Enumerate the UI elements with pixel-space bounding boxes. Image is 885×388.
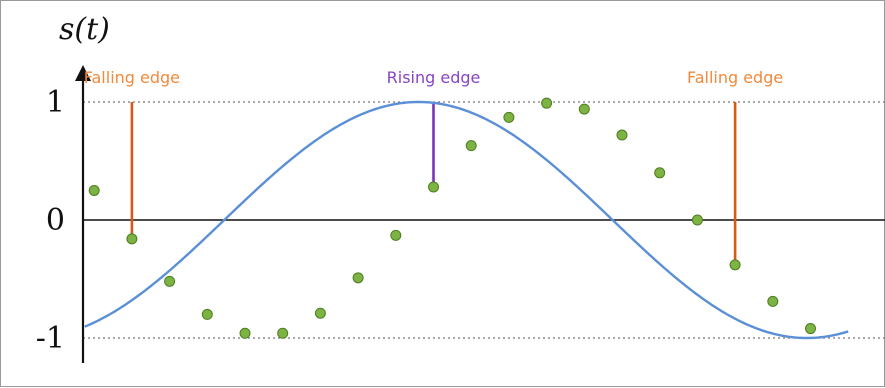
sample-point	[352, 272, 364, 284]
sample-point	[390, 229, 402, 241]
sample-point	[277, 327, 289, 339]
sample-point	[541, 97, 553, 109]
sample-point	[126, 233, 138, 245]
y-tick-label: 1	[46, 85, 65, 120]
sample-point	[729, 259, 741, 271]
y-tick-label: 0	[46, 203, 65, 238]
annotation-label: Falling edge	[84, 68, 180, 87]
y-axis-label: s(t)	[59, 12, 110, 47]
sample-point	[691, 214, 703, 226]
sample-point	[201, 308, 213, 320]
sample-point	[428, 181, 439, 193]
annotation-label: Rising edge	[387, 68, 481, 87]
sample-point	[314, 307, 326, 319]
sample-point	[465, 140, 477, 152]
annotation-label: Falling edge	[687, 68, 783, 87]
sample-point	[578, 103, 590, 115]
sample-point	[767, 295, 779, 307]
sample-point	[616, 129, 628, 141]
sample-point	[805, 323, 816, 335]
sample-point	[164, 275, 176, 287]
sample-point	[239, 327, 251, 339]
y-axis-arrow	[75, 65, 91, 81]
y-tick-label: -1	[36, 321, 65, 356]
sample-point	[503, 111, 515, 123]
signal-curve	[84, 100, 849, 340]
sample-point	[654, 167, 666, 179]
sample-point	[88, 185, 100, 196]
